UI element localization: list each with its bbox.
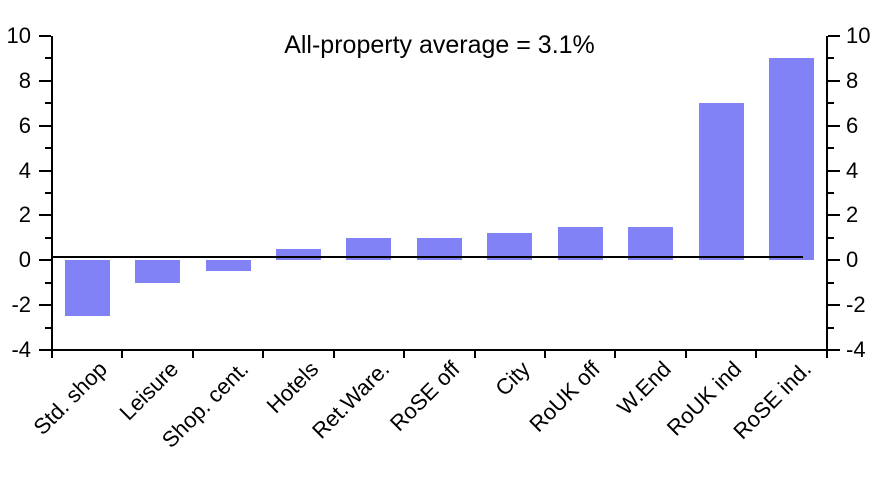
bar-rouk-off bbox=[557, 226, 603, 261]
y-tick-right-4 bbox=[828, 169, 840, 172]
y-tick-label-left--2: -2 bbox=[11, 292, 31, 318]
x-label-leisure: Leisure bbox=[113, 356, 183, 425]
y-tick-left-6 bbox=[39, 124, 51, 127]
y-tick-right-6 bbox=[828, 124, 840, 127]
y-tick-label-left-2: 2 bbox=[18, 202, 31, 228]
bar-std-shop bbox=[64, 260, 110, 317]
x-label-std-shop: Std. shop bbox=[28, 356, 113, 440]
x-tick-9 bbox=[684, 350, 687, 358]
y-minor-tick-right-1 bbox=[828, 236, 834, 239]
bar-city bbox=[487, 233, 533, 261]
x-axis bbox=[51, 349, 828, 351]
y-minor-tick-left-9 bbox=[45, 57, 51, 60]
y-minor-tick-right-5 bbox=[828, 147, 834, 150]
bar-rose-ind bbox=[768, 58, 814, 261]
y-tick-label-right-8: 8 bbox=[846, 67, 859, 93]
y-axis-left bbox=[51, 36, 53, 352]
bar-ret-ware bbox=[346, 237, 392, 261]
bar-rose-off bbox=[416, 237, 462, 261]
x-tick-10 bbox=[755, 350, 758, 358]
x-tick-8 bbox=[614, 350, 617, 358]
y-tick-left-8 bbox=[39, 79, 51, 82]
y-tick-right-2 bbox=[828, 214, 840, 217]
y-minor-tick-right--1 bbox=[828, 281, 834, 284]
y-minor-tick-left--3 bbox=[45, 326, 51, 329]
x-tick-7 bbox=[543, 350, 546, 358]
y-minor-tick-left--1 bbox=[45, 281, 51, 284]
y-tick-left--2 bbox=[39, 304, 51, 307]
y-tick-label-right-0: 0 bbox=[846, 247, 859, 273]
x-tick-5 bbox=[403, 350, 406, 358]
x-tick-3 bbox=[262, 350, 265, 358]
y-tick-label-left-6: 6 bbox=[18, 112, 31, 138]
x-label-hotels: Hotels bbox=[261, 356, 324, 419]
y-tick-label-left-10: 10 bbox=[6, 23, 31, 48]
y-tick-left--4 bbox=[39, 349, 51, 351]
y-tick-label-right-10: 10 bbox=[846, 23, 871, 48]
bar-hotels bbox=[275, 249, 321, 261]
bar-w-end bbox=[628, 226, 674, 261]
y-tick-label-left-4: 4 bbox=[18, 157, 31, 183]
y-minor-tick-right--3 bbox=[828, 326, 834, 329]
x-label-city: City bbox=[490, 356, 535, 401]
y-minor-tick-right-9 bbox=[828, 57, 834, 60]
y-minor-tick-left-5 bbox=[45, 147, 51, 150]
y-axis-right bbox=[826, 36, 828, 352]
x-tick-2 bbox=[191, 350, 194, 358]
y-minor-tick-left-1 bbox=[45, 236, 51, 239]
bar-rouk-ind bbox=[698, 103, 744, 261]
y-tick-label-left-0: 0 bbox=[18, 247, 31, 273]
x-label-rouk-off: RoUK off bbox=[524, 356, 606, 437]
y-tick-label-right--2: -2 bbox=[846, 292, 866, 318]
y-tick-right-0 bbox=[828, 259, 840, 262]
y-minor-tick-left-7 bbox=[45, 102, 51, 105]
x-label-ret-ware: Ret.Ware. bbox=[306, 356, 394, 444]
y-tick-right--4 bbox=[828, 349, 840, 351]
y-tick-label-right--4: -4 bbox=[846, 337, 866, 362]
baseline-line bbox=[52, 255, 803, 258]
y-minor-tick-left-3 bbox=[45, 192, 51, 194]
x-tick-11 bbox=[825, 350, 828, 358]
y-tick-label-right-4: 4 bbox=[846, 157, 859, 183]
chart-title: All-property average = 3.1% bbox=[284, 31, 595, 59]
x-tick-6 bbox=[473, 350, 476, 358]
x-label-rose-off: RoSE off bbox=[384, 356, 465, 436]
y-tick-left-10 bbox=[39, 35, 51, 37]
y-tick-right-8 bbox=[828, 79, 840, 82]
y-tick-right-10 bbox=[828, 35, 840, 37]
y-tick-label-right-6: 6 bbox=[846, 112, 859, 138]
bar-leisure bbox=[135, 260, 181, 283]
y-minor-tick-right-7 bbox=[828, 102, 834, 105]
y-tick-left-0 bbox=[39, 259, 51, 262]
y-tick-left-2 bbox=[39, 214, 51, 217]
y-tick-label-left-8: 8 bbox=[18, 67, 31, 93]
y-tick-right--2 bbox=[828, 304, 840, 307]
y-tick-left-4 bbox=[39, 169, 51, 172]
x-tick-0 bbox=[51, 350, 53, 358]
x-label-w-end: W.End bbox=[612, 356, 676, 420]
y-tick-label-left--4: -4 bbox=[11, 337, 31, 362]
x-tick-1 bbox=[121, 350, 124, 358]
x-tick-4 bbox=[332, 350, 335, 358]
y-minor-tick-right-3 bbox=[828, 192, 834, 194]
y-tick-label-right-2: 2 bbox=[846, 202, 859, 228]
bar-shop-cent bbox=[205, 260, 251, 272]
